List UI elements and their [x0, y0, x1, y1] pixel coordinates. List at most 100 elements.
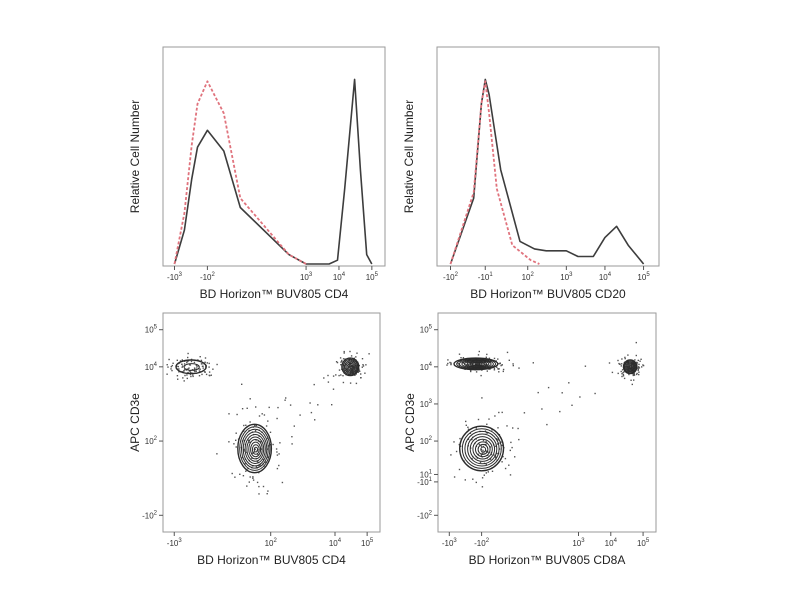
event-dot [276, 451, 278, 453]
event-dot [178, 371, 180, 373]
density-contour [467, 433, 498, 465]
density-contour [453, 357, 499, 371]
density-contour [244, 434, 266, 464]
density-contour [346, 362, 355, 372]
event-dot [199, 356, 201, 358]
event-dot [216, 363, 218, 366]
event-dot [187, 356, 189, 359]
event-dot [228, 413, 230, 415]
event-dot [183, 380, 185, 382]
event-dot [354, 374, 356, 376]
event-dot [206, 362, 208, 364]
event-dot [510, 441, 512, 444]
event-dot [494, 415, 496, 417]
event-dot [460, 445, 462, 447]
event-dot [620, 365, 622, 367]
event-dot [636, 362, 639, 364]
event-dot [258, 493, 260, 495]
density-contour [253, 446, 259, 453]
event-dot [239, 473, 241, 475]
event-dot [355, 382, 358, 385]
event-dot [626, 368, 629, 370]
event-dot [485, 451, 488, 453]
event-dot [276, 454, 279, 456]
event-dot [500, 364, 502, 367]
event-dot [236, 413, 238, 416]
event-dot [323, 377, 325, 379]
event-dot [254, 424, 256, 427]
event-dot [192, 374, 194, 376]
event-dot [455, 450, 458, 453]
event-dot [620, 370, 622, 373]
event-dot [485, 450, 487, 452]
event-dot [497, 368, 499, 370]
y-tick-label: 101 [420, 469, 433, 479]
event-dot [532, 362, 534, 364]
event-dot [463, 362, 465, 364]
density-contour [456, 358, 497, 370]
event-dot [464, 479, 466, 481]
x-tick-label: 103 [560, 272, 573, 282]
event-dot [497, 439, 499, 441]
event-dot [477, 418, 480, 421]
event-dot [204, 361, 206, 363]
event-dot [183, 369, 185, 372]
event-dot [637, 368, 639, 370]
event-dot [508, 359, 510, 361]
event-dot [187, 360, 190, 362]
event-dot [485, 472, 487, 474]
x-tick-label: 103 [572, 538, 585, 548]
event-dot [349, 382, 352, 384]
event-dot [447, 359, 449, 361]
x-tick-label: -103 [167, 538, 183, 548]
event-dot [638, 363, 640, 366]
cd4-vs-cd3e-contour-plot: -103 102 104 105 BD Horizon™ BUV805 CD4 APC C… [128, 312, 381, 567]
event-dot [579, 396, 581, 398]
event-dot [490, 453, 493, 456]
density-contour [458, 359, 494, 369]
density-contour [246, 436, 265, 462]
event-dot [622, 374, 625, 376]
event-dot [343, 364, 345, 367]
event-dot [477, 354, 480, 356]
event-dot [622, 375, 625, 377]
y-tick-label: 105 [145, 325, 158, 335]
event-dot [508, 464, 510, 466]
event-dot [488, 418, 490, 420]
event-dot [637, 369, 639, 372]
y-tick-label: 104 [145, 362, 158, 372]
event-dot [253, 451, 255, 453]
event-dot [195, 364, 198, 366]
event-dot [514, 456, 516, 458]
event-dot [341, 359, 343, 362]
event-dot [547, 386, 550, 389]
event-dot [342, 358, 345, 360]
event-dot [171, 369, 173, 372]
event-dot [498, 371, 500, 373]
x-tick-label: -102 [474, 538, 490, 548]
event-dot [189, 371, 192, 374]
event-dot [231, 472, 233, 475]
event-dot [486, 432, 489, 434]
event-dot [368, 353, 370, 355]
event-dot [184, 369, 186, 371]
density-contour [469, 436, 496, 462]
event-dot [355, 364, 357, 366]
event-dot [255, 424, 257, 427]
event-dot [482, 439, 485, 442]
x-axis-label: BD Horizon™ BUV805 CD8A [469, 553, 626, 567]
event-dot [457, 362, 459, 365]
event-dot [512, 363, 514, 365]
event-dot [472, 478, 474, 480]
event-dot [471, 363, 473, 365]
event-dot [485, 440, 487, 443]
event-dot [183, 363, 186, 365]
event-dot [485, 356, 487, 358]
event-dot [281, 481, 284, 484]
stained-curve [449, 78, 645, 265]
event-dot [341, 360, 343, 363]
event-dot [170, 368, 172, 370]
event-dot [212, 368, 214, 370]
event-dot [617, 372, 619, 375]
event-dot [248, 429, 250, 432]
